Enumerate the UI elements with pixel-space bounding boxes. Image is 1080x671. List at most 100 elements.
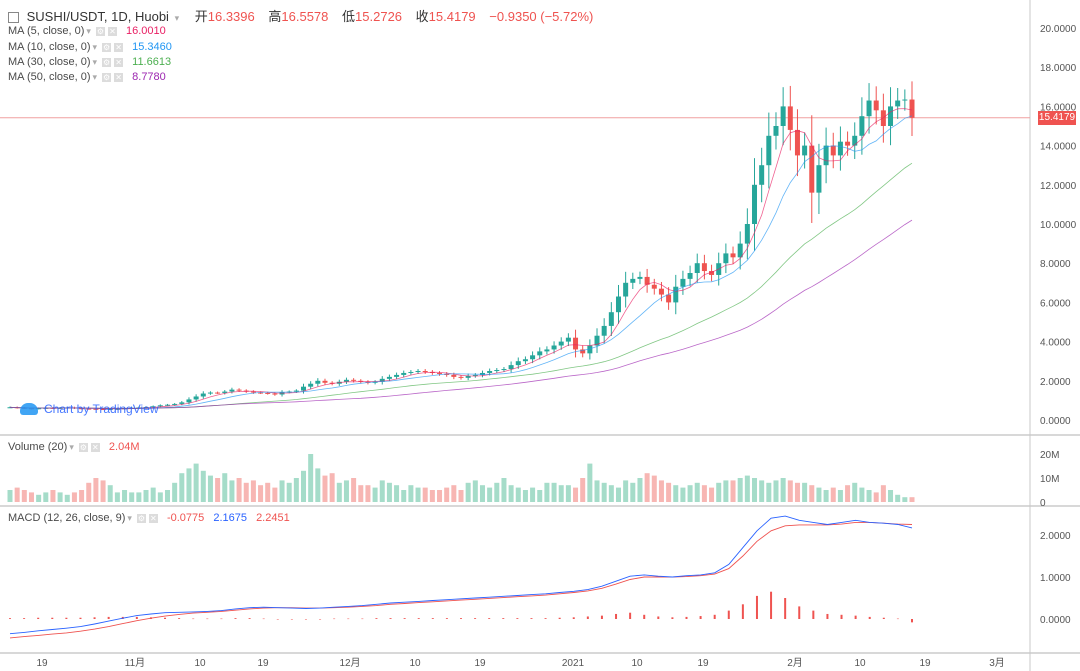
volume-bar	[386, 482, 392, 502]
chevron-down-icon[interactable]: ▾	[92, 42, 98, 52]
settings-icon[interactable]: ⚙	[102, 57, 112, 67]
chevron-down-icon[interactable]: ▾	[69, 442, 74, 452]
candle-body	[709, 271, 715, 275]
chevron-down-icon[interactable]: ▾	[92, 57, 98, 67]
settings-icon[interactable]: ⚙	[136, 513, 146, 523]
tradingview-logo-icon	[20, 403, 38, 415]
candle-body	[601, 325, 607, 336]
candle-body	[530, 355, 536, 360]
change-value: −0.9350 (−5.72%)	[489, 9, 594, 24]
time-tick-label: 10	[409, 658, 421, 669]
candle-body	[644, 276, 650, 285]
time-tick-label: 11月	[125, 657, 145, 669]
candle-body	[845, 141, 851, 146]
settings-icon[interactable]: ⚙	[102, 72, 112, 82]
ma-line-ma30	[9, 162, 913, 409]
volume-bar	[565, 485, 571, 502]
ma30-legend[interactable]: MA (30, close, 0) ▾ ⚙ ✕ 11.6613	[8, 56, 171, 68]
macd-hist-bar	[685, 616, 688, 619]
macd-hist-bar	[586, 616, 589, 619]
volume-bar	[501, 478, 507, 502]
candle-body	[873, 100, 879, 111]
ma5-legend[interactable]: MA (5, close, 0) ▾ ⚙ ✕ 16.0010	[8, 25, 166, 37]
candle-body	[902, 99, 908, 101]
settings-icon[interactable]: ⚙	[95, 26, 105, 36]
ma50-legend[interactable]: MA (50, close, 0) ▾ ⚙ ✕ 8.7780	[8, 71, 166, 83]
volume-bar	[250, 480, 256, 502]
volume-bar	[193, 463, 199, 502]
collapse-icon[interactable]	[8, 12, 19, 24]
macd-legend[interactable]: MACD (12, 26, close, 9) ▾ ⚙ ✕ -0.0775 2.167…	[8, 512, 290, 524]
macd-hist-bar	[868, 616, 871, 619]
close-icon[interactable]: ✕	[148, 513, 158, 523]
volume-bar	[730, 480, 736, 502]
ma10-label: MA (10, close, 0)	[8, 41, 91, 53]
volume-bar	[394, 485, 400, 502]
chevron-down-icon[interactable]: ▾	[174, 13, 180, 23]
candle-body	[150, 406, 156, 408]
volume-bar	[21, 490, 27, 502]
macd-hist-bar	[361, 618, 364, 620]
close-icon[interactable]: ✕	[114, 42, 124, 52]
volume-bar	[329, 473, 335, 502]
macd-hist-bar	[882, 617, 885, 619]
volume-bar	[794, 482, 800, 502]
volume-bar	[343, 480, 349, 502]
volume-bar	[379, 480, 385, 502]
candle-body	[7, 407, 13, 409]
macd-hist-bar	[460, 618, 462, 619]
symbol-label[interactable]: SUSHI/USDT, 1D, Huobi	[26, 9, 169, 24]
close-icon[interactable]: ✕	[107, 26, 117, 36]
macd-hist-bar	[375, 618, 378, 619]
candle-body	[422, 371, 428, 372]
chevron-down-icon[interactable]: ▾	[92, 72, 98, 82]
ma50-label: MA (50, close, 0)	[8, 71, 91, 83]
macd-hist-bar	[474, 618, 477, 619]
candle-body	[308, 383, 314, 387]
candle-body	[250, 391, 256, 393]
candle-body	[537, 351, 543, 356]
candle-body	[687, 273, 693, 279]
tradingview-watermark[interactable]: Chart by TradingView	[20, 402, 159, 416]
time-tick-label: 19	[257, 658, 269, 669]
ma50-value: 8.7780	[132, 71, 166, 83]
volume-bar	[422, 487, 428, 502]
settings-icon[interactable]: ⚙	[78, 442, 88, 452]
candle-body	[222, 391, 228, 393]
candle-body	[107, 409, 113, 411]
volume-bar	[472, 480, 478, 502]
macd-hist-bar	[192, 618, 195, 620]
close-icon[interactable]: ✕	[114, 72, 124, 82]
candle-body	[680, 278, 686, 287]
candle-body	[100, 409, 106, 411]
macd-hist-bar	[840, 614, 843, 619]
settings-icon[interactable]: ⚙	[102, 42, 112, 52]
volume-bar	[272, 487, 278, 502]
ma-line-ma10	[9, 115, 913, 409]
volume-bar	[258, 485, 264, 502]
candle-body	[458, 376, 464, 378]
volume-bar	[243, 482, 249, 502]
macd-hist-bar	[784, 598, 787, 619]
candle-body	[673, 286, 679, 303]
volume-bar	[36, 494, 42, 502]
chevron-down-icon[interactable]: ▾	[127, 513, 132, 523]
ma10-legend[interactable]: MA (10, close, 0) ▾ ⚙ ✕ 15.3460	[8, 41, 172, 53]
volume-value: 2.04M	[108, 441, 140, 453]
volume-bar	[28, 492, 34, 502]
volume-bar	[444, 487, 450, 502]
candle-body	[186, 399, 192, 403]
volume-bar	[207, 475, 213, 502]
macd-tick-label: 2.0000	[1040, 531, 1071, 542]
close-icon[interactable]: ✕	[114, 57, 124, 67]
candle-body	[36, 408, 42, 410]
macd-hist-bar	[164, 617, 167, 619]
macd-hist-bar	[79, 617, 82, 619]
candle-body	[823, 145, 829, 166]
close-icon[interactable]: ✕	[90, 442, 100, 452]
volume-legend[interactable]: Volume (20) ▾ ⚙ ✕ 2.04M	[8, 441, 139, 453]
chevron-down-icon[interactable]: ▾	[86, 26, 91, 36]
high-value: 16.5578	[281, 9, 329, 24]
macd-hist-bar	[290, 619, 293, 620]
